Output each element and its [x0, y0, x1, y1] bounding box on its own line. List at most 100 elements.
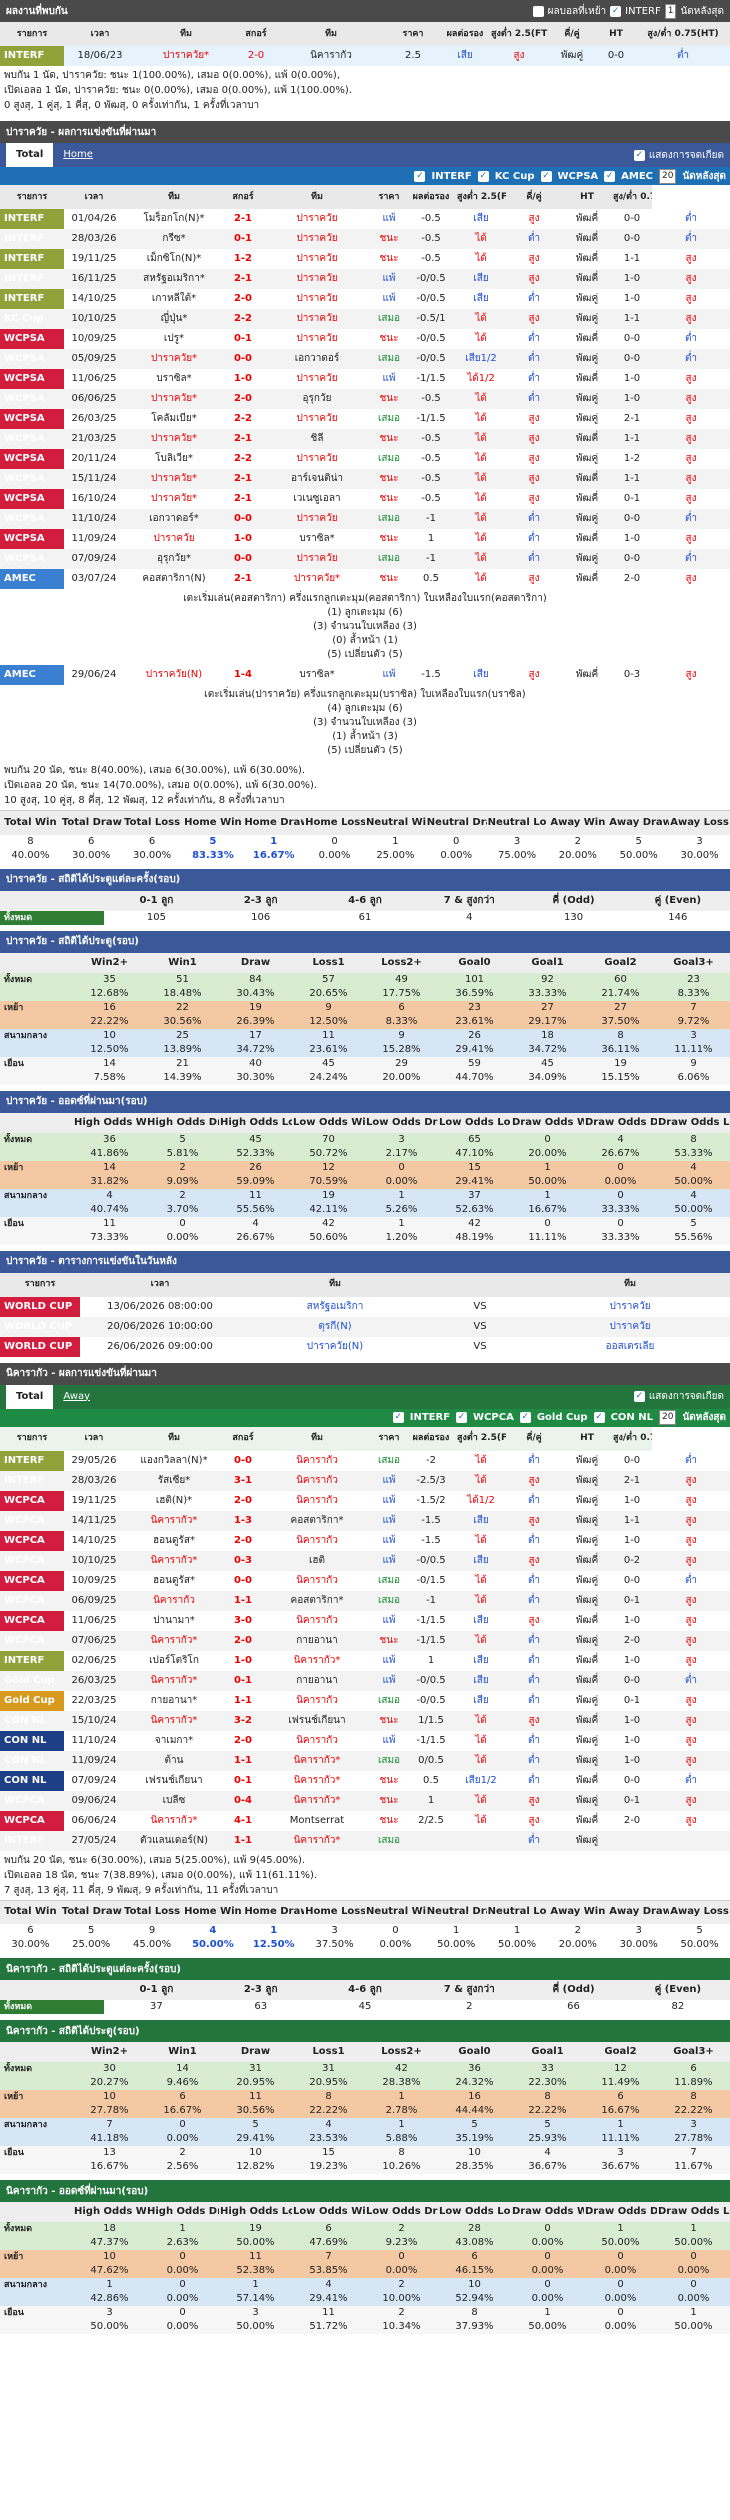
- home-team[interactable]: ปาราควัย*: [124, 429, 224, 449]
- interf-checkbox[interactable]: ✓: [610, 5, 622, 17]
- away-team[interactable]: นิคารากัว: [296, 1534, 338, 1546]
- away-team[interactable]: ปาราควัย: [296, 293, 338, 304]
- home-team[interactable]: เกาหลีใต้*: [151, 293, 197, 304]
- away-team[interactable]: นิคารากัว: [262, 1470, 372, 1491]
- away-team[interactable]: เอกวาดอร์: [262, 349, 372, 369]
- match-row[interactable]: INTERF 19/11/25 เม็กซิโก(N)* 1-2 ปาราควัย ชนะ…: [0, 249, 730, 269]
- filter-checkbox[interactable]: ✓: [392, 1412, 404, 1423]
- home-team[interactable]: นิคารากัว*: [124, 1550, 224, 1571]
- fixture-row[interactable]: WORLD CUP 26/06/2026 09:00:00 ปาราควัย(N) V…: [0, 1336, 730, 1357]
- match-row[interactable]: WCPCA 11/06/25 ปานามา* 3-0 นิคารากัว แพ้ -1/1.…: [0, 1610, 730, 1631]
- away-team[interactable]: นิคารากัว: [296, 1694, 338, 1706]
- match-row[interactable]: CON NL 07/09/24 เฟรนช์เกียนา 0-1 นิคารากัว* ช…: [0, 1770, 730, 1791]
- home-team[interactable]: โมร็อกโก(N)*: [143, 213, 205, 224]
- fixture-away[interactable]: ปาราควัย: [530, 1316, 730, 1337]
- away-team[interactable]: ปาราควัย*: [293, 573, 341, 584]
- home-team[interactable]: กายอานา*: [150, 1694, 198, 1706]
- match-row[interactable]: INTERF 02/06/25 เปอร์โตริโก 1-0 นิคารากัว* แพ…: [0, 1650, 730, 1671]
- home-team[interactable]: ปาราควัย*: [150, 493, 198, 504]
- fixture-away[interactable]: ออสเตรเลีย: [605, 1340, 655, 1352]
- h2h-row[interactable]: INTERF 18/06/23 ปาราควัย* 2-0 นิคารากัว 2.5 เส…: [0, 46, 730, 66]
- home-team[interactable]: เฟรนช์เกียนา: [145, 1774, 203, 1786]
- match-row[interactable]: WCPSA 21/03/25 ปาราควัย* 2-1 ชิลี ชนะ -0.5 ได้ส…: [0, 429, 730, 449]
- filter-checkbox[interactable]: ✓: [477, 170, 489, 182]
- match-row[interactable]: INTERF 14/10/25 เกาหลีใต้* 2-0 ปาราควัย แพ้ -0…: [0, 289, 730, 309]
- fixture-home[interactable]: สหรัฐอเมริกา: [306, 1300, 364, 1312]
- home-team[interactable]: นิคารากัว: [124, 1590, 224, 1611]
- home-team[interactable]: แองกวิลลา(N)*: [140, 1454, 208, 1466]
- away-team[interactable]: นิคารากัว: [296, 1494, 338, 1506]
- home-team[interactable]: ปานามา*: [153, 1614, 195, 1626]
- match-row[interactable]: WCPSA 10/09/25 เปรู* 0-1 ปาราควัย ชนะ -0/0.5 ได…: [0, 329, 730, 349]
- home-team[interactable]: ปาราควัย*: [124, 469, 224, 489]
- match-row[interactable]: INTERF 28/03/26 รัสเซีย* 3-1 นิคารากัว แพ้ -2.…: [0, 1470, 730, 1491]
- away-team[interactable]: นิคารากัว*: [293, 1774, 341, 1786]
- home-team[interactable]: อุรุกวัย*: [124, 549, 224, 569]
- away-team[interactable]: นิคารากัว: [296, 1574, 338, 1586]
- h2h-count-select[interactable]: 1: [664, 3, 677, 19]
- home-team[interactable]: นิคารากัว*: [124, 1710, 224, 1731]
- tab-total[interactable]: Total: [6, 143, 54, 167]
- home-team[interactable]: ปาราควัย: [153, 533, 195, 544]
- match-row[interactable]: AMEC 03/07/24 คอสตาริกา(N) 2-1 ปาราควัย* ชนะ 0…: [0, 569, 730, 589]
- away-team[interactable]: ปาราควัย: [262, 269, 372, 289]
- match-row[interactable]: WCPSA 11/06/25 บราซิล* 1-0 ปาราควัย แพ้ -1/1.5…: [0, 369, 730, 389]
- home-team[interactable]: นิคารากัว*: [150, 1814, 198, 1826]
- home-team[interactable]: เบลีซ: [124, 1790, 224, 1811]
- home-team[interactable]: ญี่ปุ่น*: [124, 309, 224, 329]
- away-team[interactable]: บราซิล*: [299, 669, 335, 680]
- away-team[interactable]: นิคารากัว*: [293, 1654, 341, 1666]
- away-team[interactable]: นิคารากัว*: [262, 1830, 372, 1851]
- away-team[interactable]: เฮติ: [262, 1550, 372, 1571]
- match-row[interactable]: WCPSA 26/03/25 โคลัมเบีย* 2-2 ปาราควัย เสมอ -1…: [0, 409, 730, 429]
- match-row[interactable]: WCPCA 09/06/24 เบลีซ 0-4 นิคารากัว* ชนะ 1 ได้ สู…: [0, 1790, 730, 1811]
- home-team[interactable]: สหรัฐอเมริกา*: [124, 269, 224, 289]
- count-select[interactable]: 20: [659, 168, 677, 184]
- home-team[interactable]: นิคารากัว*: [124, 1630, 224, 1651]
- fixture-home[interactable]: ตุรกี(N): [240, 1316, 430, 1337]
- away-team[interactable]: เวเนซูเอลา: [293, 493, 341, 504]
- tab-home[interactable]: Home: [63, 149, 93, 160]
- home-team[interactable]: ฮอนดูรัส*: [153, 1534, 195, 1546]
- away-team[interactable]: ปาราควัย: [262, 509, 372, 529]
- home-team[interactable]: ต้าน: [124, 1750, 224, 1771]
- match-row[interactable]: WCPCA 06/09/25 นิคารากัว 1-1 คอสตาริกา* เสมอ -…: [0, 1590, 730, 1611]
- home-team[interactable]: เอกวาดอร์*: [124, 509, 224, 529]
- match-row[interactable]: WCPSA 11/09/24 ปาราควัย 1-0 บราซิล* ชนะ 1 ได้ ต่…: [0, 529, 730, 549]
- match-row[interactable]: WCPSA 05/09/25 ปาราควัย* 0-0 เอกวาดอร์ เสมอ -0…: [0, 349, 730, 369]
- home-team[interactable]: เปรู*: [163, 333, 185, 344]
- home-team[interactable]: นิคารากัว*: [124, 1510, 224, 1531]
- match-row[interactable]: AMEC 29/06/24 ปาราควัย(N) 1-4 บราซิล* แพ้ -1.5…: [0, 665, 730, 685]
- match-row[interactable]: WCPCA 07/06/25 นิคารากัว* 2-0 กายอานา ชนะ -1/1…: [0, 1630, 730, 1651]
- home-team[interactable]: จาเมกา*: [154, 1734, 194, 1746]
- match-row[interactable]: WCPSA 20/11/24 โบลิเวีย* 2-2 ปาราควัย เสมอ -0.…: [0, 449, 730, 469]
- count-select[interactable]: 20: [659, 1410, 677, 1425]
- away-team[interactable]: คอสตาริกา*: [262, 1590, 372, 1611]
- away-team[interactable]: นิคารากัว: [296, 1734, 338, 1746]
- fixture-row[interactable]: WORLD CUP 20/06/2026 10:00:00 ตุรกี(N) VS ปา…: [0, 1316, 730, 1337]
- home-team[interactable]: ปาราควัย*: [124, 389, 224, 409]
- match-row[interactable]: WCPCA 14/10/25 ฮอนดูรัส* 2-0 นิคารากัว แพ้ -1.…: [0, 1530, 730, 1551]
- away-team[interactable]: ปาราควัย: [262, 229, 372, 249]
- home-team[interactable]: ตัวแลนเดอร์(N): [124, 1830, 224, 1851]
- match-row[interactable]: WCPSA 11/10/24 เอกวาดอร์* 0-0 ปาราควัย เสมอ -1…: [0, 509, 730, 529]
- home-team[interactable]: รัสเซีย*: [124, 1470, 224, 1491]
- away-team[interactable]: ปาราควัย: [262, 549, 372, 569]
- tab-away[interactable]: Away: [63, 1390, 90, 1402]
- away-team[interactable]: นิคารากัว*: [262, 1750, 372, 1771]
- match-row[interactable]: Gold Cup 26/03/25 นิคารากัว* 0-1 กายอานา แพ้ -…: [0, 1670, 730, 1691]
- match-row[interactable]: WCPSA 07/09/24 อุรุกวัย* 0-0 ปาราควัย เสมอ -1 ไ…: [0, 549, 730, 569]
- match-row[interactable]: INTERF 01/04/26 โมร็อกโก(N)* 2-1 ปาราควัย แพ้…: [0, 209, 730, 229]
- home-team[interactable]: บราซิล*: [156, 373, 192, 384]
- match-row[interactable]: KC Cup 10/10/25 ญี่ปุ่น* 2-2 ปาราควัย เสมอ -0.…: [0, 309, 730, 329]
- fixture-away[interactable]: ปาราควัย: [609, 1300, 651, 1312]
- home-team[interactable]: กรีซ*: [124, 229, 224, 249]
- filter-checkbox[interactable]: ✓: [604, 170, 616, 182]
- away-team[interactable]: ปาราควัย: [262, 309, 372, 329]
- match-row[interactable]: INTERF 27/05/24 ตัวแลนเดอร์(N) 1-1 นิคารากัว…: [0, 1830, 730, 1851]
- home-team[interactable]: ปาราควัย(N): [145, 669, 203, 680]
- away-team[interactable]: เฟรนช์เกียนา: [262, 1710, 372, 1731]
- home-team[interactable]: เฮติ(N)*: [155, 1494, 193, 1506]
- match-row[interactable]: WCPCA 06/06/24 นิคารากัว* 4-1 Montserrat ชนะ 2…: [0, 1810, 730, 1831]
- home-team[interactable]: นิคารากัว*: [124, 1670, 224, 1691]
